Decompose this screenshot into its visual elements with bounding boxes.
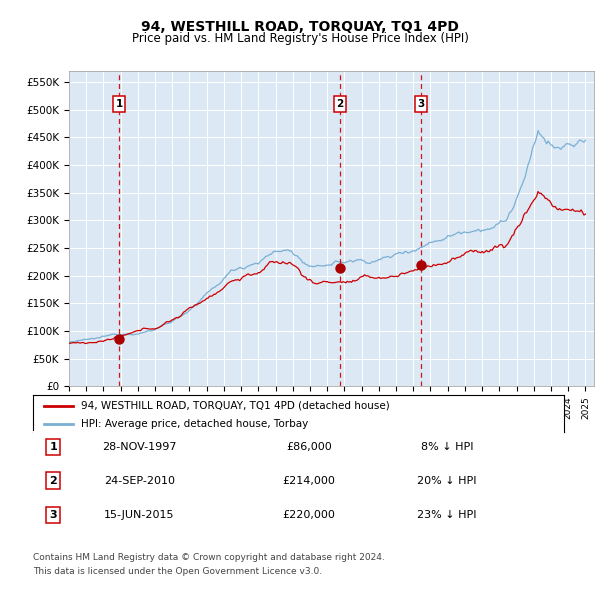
Text: £220,000: £220,000 bbox=[283, 510, 335, 520]
Text: 15-JUN-2015: 15-JUN-2015 bbox=[104, 510, 175, 520]
Text: This data is licensed under the Open Government Licence v3.0.: This data is licensed under the Open Gov… bbox=[33, 566, 322, 576]
Text: 1: 1 bbox=[49, 442, 57, 452]
Text: HPI: Average price, detached house, Torbay: HPI: Average price, detached house, Torb… bbox=[81, 419, 308, 429]
Text: 94, WESTHILL ROAD, TORQUAY, TQ1 4PD (detached house): 94, WESTHILL ROAD, TORQUAY, TQ1 4PD (det… bbox=[81, 401, 389, 411]
Text: 28-NOV-1997: 28-NOV-1997 bbox=[102, 442, 176, 452]
Text: Price paid vs. HM Land Registry's House Price Index (HPI): Price paid vs. HM Land Registry's House … bbox=[131, 32, 469, 45]
Text: 2: 2 bbox=[336, 99, 343, 109]
Text: 24-SEP-2010: 24-SEP-2010 bbox=[104, 476, 175, 486]
Text: 3: 3 bbox=[49, 510, 57, 520]
Text: £86,000: £86,000 bbox=[286, 442, 332, 452]
Text: 3: 3 bbox=[418, 99, 425, 109]
Text: £214,000: £214,000 bbox=[283, 476, 335, 486]
Text: 1: 1 bbox=[116, 99, 123, 109]
Text: 94, WESTHILL ROAD, TORQUAY, TQ1 4PD: 94, WESTHILL ROAD, TORQUAY, TQ1 4PD bbox=[141, 20, 459, 34]
Text: 23% ↓ HPI: 23% ↓ HPI bbox=[418, 510, 477, 520]
Text: 8% ↓ HPI: 8% ↓ HPI bbox=[421, 442, 473, 452]
Text: 20% ↓ HPI: 20% ↓ HPI bbox=[418, 476, 477, 486]
Text: 2: 2 bbox=[49, 476, 57, 486]
Text: Contains HM Land Registry data © Crown copyright and database right 2024.: Contains HM Land Registry data © Crown c… bbox=[33, 553, 385, 562]
